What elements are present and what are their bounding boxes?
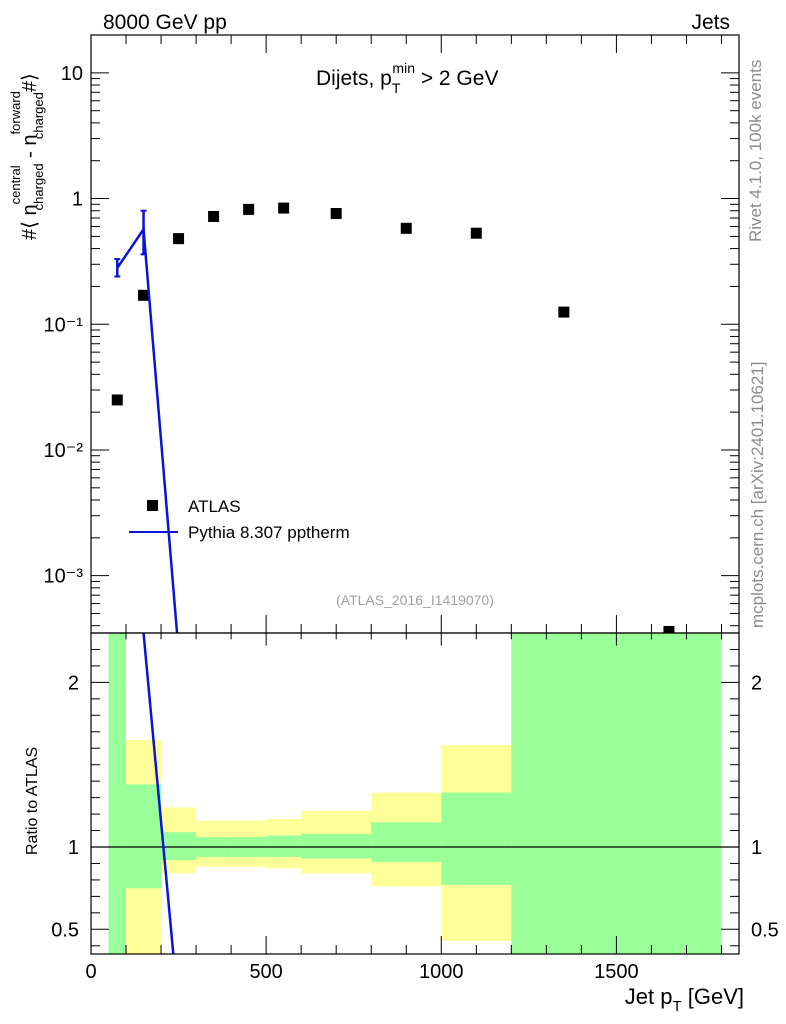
ratio-ytick-label-right-2: 2 [751,672,762,694]
stat-band-2 [161,832,197,861]
main-ytick-label-1: 1 [72,189,83,211]
atlas-point-6 [330,208,342,220]
analysis-reference: (ATLAS_2016_I1419070) [336,592,494,608]
atlas-point-9 [558,306,570,318]
x-axis-label: Jet pT [GeV] [625,984,744,1015]
atlas-point-3 [208,210,220,222]
axes-ticks: 10 1 10⁻¹ 10⁻² 10⁻³ 0 500 1000 1500 0.5 0.5 1 1 2 2 [44,34,779,983]
ratio-plot-marks [91,632,739,955]
legend-atlas-marker [147,500,158,511]
legend-atlas-label: ATLAS [188,497,241,516]
ratio-ytick-label-left-0: 0.5 [51,919,79,941]
plot-title: Dijets, pTmin > 2 GeV [316,60,498,96]
ratio-ytick-label-right-1: 1 [751,837,762,859]
x-tick-label-1: 500 [249,961,282,983]
stat-band-6 [301,833,372,859]
ratio-y-axis-label: Ratio to ATLAS [24,747,41,855]
atlas-point-7 [400,222,412,234]
atlas-point-5 [278,202,290,214]
main-plot-marks [111,202,675,633]
stat-band-0 [108,633,127,954]
ratio-uncertainty-bands [108,633,722,954]
ratio-pythia-line [142,632,175,955]
atlas-point-0 [111,394,123,406]
ratio-plot-frame [90,632,740,955]
main-y-axis-label: #⟨ ncentral charged - nforward charged#⟩ [8,73,46,240]
stat-band-7 [371,822,442,862]
ratio-ytick-label-right-0: 0.5 [751,919,779,941]
stat-band-1 [126,784,162,889]
stat-band-9 [511,633,722,954]
atlas-point-4 [243,203,255,215]
x-tick-label-2: 1000 [419,961,464,983]
stat-band-5 [266,835,302,857]
atlas-point-10 [663,625,675,633]
atlas-point-2 [173,233,185,245]
legend: ATLAS Pythia 8.307 pptherm [129,497,350,542]
main-ytick-label-2: 10⁻¹ [44,314,84,336]
x-tick-label-0: 0 [85,961,96,983]
header-right: Jets [691,11,730,34]
header-left: 8000 GeV pp [103,11,227,34]
main-ytick-label-4: 10⁻³ [44,566,84,588]
ratio-ytick-label-left-2: 2 [68,672,79,694]
stat-band-8 [441,792,512,885]
atlas-point-8 [470,227,482,239]
main-ytick-label-0: 10 [61,63,83,85]
atlas-point-1 [138,289,150,301]
rivet-label: Rivet 4.1.0, 100k events [746,60,765,242]
mcplots-label: mcplots.cern.ch [arXiv:2401.10621] [748,362,767,628]
pythia-line [116,225,179,633]
main-ytick-label-3: 10⁻² [44,440,84,462]
ratio-ytick-label-left-1: 1 [68,837,79,859]
x-tick-label-3: 1500 [594,961,639,983]
main-plot-frame [90,34,740,634]
legend-pythia-label: Pythia 8.307 pptherm [188,523,350,542]
